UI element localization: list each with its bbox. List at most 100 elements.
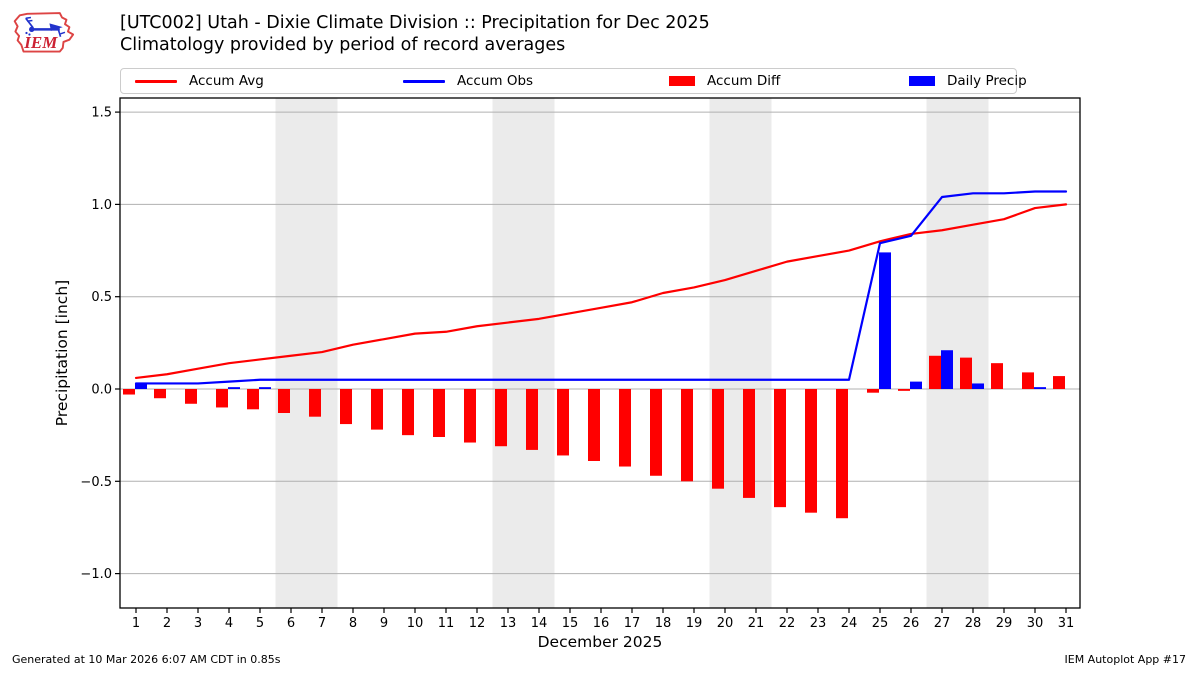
bar-day-23 [805,389,817,513]
bar-day-7 [309,389,321,417]
bar-day-3 [185,389,197,404]
bar-day-1 [135,383,147,389]
bar-day-18 [650,389,662,476]
bar-day-4 [228,387,240,389]
svg-text:19: 19 [686,616,703,631]
svg-text:21: 21 [748,616,765,631]
legend-label: Accum Avg [189,73,264,89]
bar-day-8 [340,389,352,425]
svg-text:6: 6 [287,616,295,631]
y-axis-ticks: 1.5 1.0 0.5 0.0 −0.5 −1.0 [80,106,120,582]
page-subtitle: Climatology provided by period of record… [120,35,566,55]
bar-day-28 [960,357,972,389]
bar-day-19 [681,389,693,482]
iem-logo-text: IEM [23,33,58,52]
svg-text:1: 1 [132,616,140,631]
bar-day-27 [929,355,941,389]
bar-day-31 [1053,376,1065,389]
bar-day-12 [464,389,476,443]
bar-day-4 [216,389,228,408]
svg-text:10: 10 [407,616,424,631]
bar-day-2 [154,389,166,399]
svg-text:29: 29 [996,616,1013,631]
chart-legend: Accum Avg Accum Obs Accum Diff Daily Pre… [120,68,1027,94]
svg-text:7: 7 [318,616,326,631]
footer-app: IEM Autoplot App #17 [1064,653,1187,666]
x-axis-ticks: 1 2 3 4 5 6 7 8 9 10 11 12 13 14 15 16 17 18 19 20 21 22 23 24 2… [132,608,1074,631]
x-axis-title: December 2025 [537,633,663,651]
svg-text:27: 27 [934,616,951,631]
accum-diff-rect-swatch [669,76,695,86]
svg-text:4: 4 [225,616,233,631]
bar-day-30 [1034,387,1046,389]
bar-day-26 [910,381,922,389]
bar-day-13 [495,389,507,447]
svg-text:28: 28 [965,616,982,631]
bar-day-26 [898,389,910,391]
svg-text:17: 17 [624,616,641,631]
bar-day-1 [123,389,135,395]
bar-day-10 [402,389,414,436]
svg-text:1.0: 1.0 [91,198,112,213]
svg-text:31: 31 [1058,616,1075,631]
svg-text:30: 30 [1027,616,1044,631]
accum-obs-line [134,190,1068,385]
bar-day-22 [774,389,786,508]
daily-precip-rect-swatch [909,76,935,86]
svg-text:11: 11 [438,616,455,631]
bar-day-28 [972,383,984,389]
legend-item-daily-precip: Daily Precip [909,69,1027,93]
svg-text:1.5: 1.5 [91,106,112,121]
legend-label: Accum Diff [707,73,781,89]
y-axis-title: Precipitation [inch] [53,279,71,427]
bar-day-5 [247,389,259,410]
legend-label: Daily Precip [947,73,1027,89]
svg-text:0.0: 0.0 [91,383,112,398]
svg-text:8: 8 [349,616,357,631]
svg-text:−0.5: −0.5 [80,475,112,490]
bar-day-25 [867,389,879,393]
svg-text:0.5: 0.5 [91,290,112,305]
bar-day-17 [619,389,631,467]
bar-day-25 [879,252,891,389]
svg-text:16: 16 [593,616,610,631]
legend-label: Accum Obs [457,73,534,89]
page-title: [UTC002] Utah - Dixie Climate Division :… [120,13,710,33]
legend-item-accum-obs: Accum Obs [403,69,533,93]
bar-day-14 [526,389,538,450]
bar-day-16 [588,389,600,461]
svg-text:24: 24 [841,616,858,631]
svg-text:22: 22 [779,616,796,631]
footer-generated: Generated at 10 Mar 2026 6:07 AM CDT in … [12,653,281,666]
svg-text:23: 23 [810,616,827,631]
plot-border [119,97,1081,609]
svg-text:25: 25 [872,616,889,631]
bar-day-11 [433,389,445,437]
bar-day-6 [278,389,290,413]
svg-text:12: 12 [469,616,486,631]
legend-item-accum-avg: Accum Avg [135,69,264,93]
bar-day-27 [941,350,953,389]
daily-precip-bars [135,252,1046,389]
bar-day-29 [991,363,1003,389]
svg-text:26: 26 [903,616,920,631]
svg-text:18: 18 [655,616,672,631]
bar-day-5 [259,387,271,389]
bar-day-24 [836,389,848,519]
legend-item-accum-diff: Accum Diff [669,69,780,93]
accum-obs-line-swatch [403,79,445,83]
title-block: [UTC002] Utah - Dixie Climate Division :… [120,12,710,56]
bar-day-20 [712,389,724,489]
accum-avg-line [134,203,1068,380]
bar-day-15 [557,389,569,456]
svg-text:20: 20 [717,616,734,631]
svg-text:2: 2 [163,616,171,631]
bar-day-9 [371,389,383,430]
svg-text:15: 15 [562,616,579,631]
accum-avg-line-swatch [135,79,177,83]
bar-day-21 [743,389,755,498]
svg-text:14: 14 [531,616,548,631]
svg-text:13: 13 [500,616,517,631]
svg-text:9: 9 [380,616,388,631]
